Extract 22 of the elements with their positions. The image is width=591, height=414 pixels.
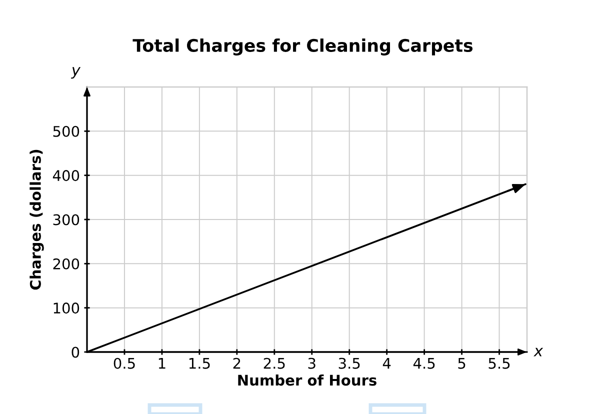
y-tick-label: 100 bbox=[54, 302, 80, 314]
text: x bbox=[534, 348, 544, 356]
chart-title: Total Charges for Cleaning Carpets bbox=[132, 38, 473, 56]
x-tick-label: 3.5 bbox=[338, 358, 360, 369]
y-tick-label: 300 bbox=[53, 214, 80, 226]
x-tick-label: 1 bbox=[158, 358, 166, 369]
x-tick-label: 0.5 bbox=[114, 358, 135, 369]
x-tick-label: 4 bbox=[382, 358, 391, 369]
y-tick-label: 0 bbox=[72, 346, 80, 358]
x-tick-label: 2.5 bbox=[264, 358, 285, 369]
x-axis-title: Number of Hours bbox=[238, 374, 376, 386]
x-tick-label: 2 bbox=[233, 358, 240, 369]
x-tick-label: 1.5 bbox=[189, 358, 210, 369]
x-tick-label: 4.5 bbox=[413, 358, 435, 369]
text: y bbox=[70, 67, 81, 79]
y-tick-label: 500 bbox=[53, 126, 80, 137]
x-tick-label: 5.5 bbox=[488, 358, 510, 369]
y-tick-label: 200 bbox=[53, 258, 80, 270]
y-tick-label: 400 bbox=[52, 170, 80, 182]
x-tick-label: 3 bbox=[308, 358, 316, 369]
x-tick-label: 5 bbox=[458, 358, 466, 369]
y-axis-title: Charges (dollars) bbox=[30, 150, 44, 290]
